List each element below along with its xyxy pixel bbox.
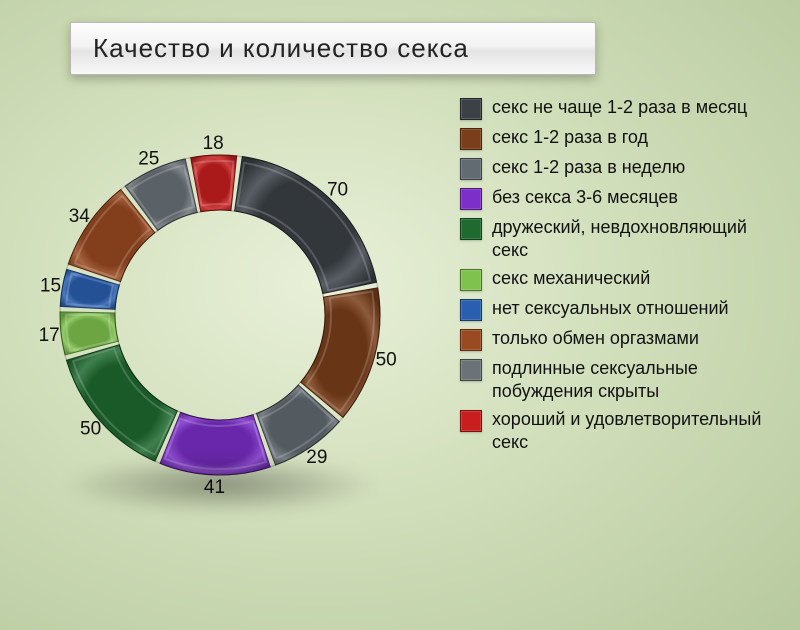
chart-shadow bbox=[60, 455, 380, 515]
slice-value-label: 15 bbox=[40, 276, 61, 297]
page: Качество и количество секса 705029415017… bbox=[0, 0, 800, 630]
legend-item: только обмен оргазмами bbox=[460, 327, 780, 351]
legend-label: без секса 3-6 месяцев bbox=[492, 186, 780, 209]
legend-item: секс 1-2 раза в неделю bbox=[460, 156, 780, 180]
slice-value-label: 50 bbox=[80, 418, 101, 439]
legend-swatch bbox=[460, 299, 482, 321]
legend-item: дружеский, невдохновляющий секс bbox=[460, 216, 780, 261]
slice-value-label: 18 bbox=[203, 133, 224, 154]
legend-label: дружеский, невдохновляющий секс bbox=[492, 216, 780, 261]
slice-value-label: 34 bbox=[69, 206, 91, 227]
legend-item: секс 1-2 раза в год bbox=[460, 126, 780, 150]
slice-value-label: 17 bbox=[39, 325, 60, 346]
legend-swatch bbox=[460, 269, 482, 291]
legend-item: подлинные сексуальные побуждения скрыты bbox=[460, 357, 780, 402]
legend-label: секс не чаще 1-2 раза в месяц bbox=[492, 96, 780, 119]
legend-swatch bbox=[460, 158, 482, 180]
slice-value-label: 50 bbox=[376, 350, 397, 371]
legend: секс не чаще 1-2 раза в месяц секс 1-2 ра… bbox=[460, 96, 780, 459]
legend-swatch bbox=[460, 188, 482, 210]
legend-swatch bbox=[460, 98, 482, 120]
legend-item: секс не чаще 1-2 раза в месяц bbox=[460, 96, 780, 120]
legend-label: подлинные сексуальные побуждения скрыты bbox=[492, 357, 780, 402]
legend-swatch bbox=[460, 218, 482, 240]
legend-label: хороший и удовлетворительный секс bbox=[492, 408, 780, 453]
legend-item: без секса 3-6 месяцев bbox=[460, 186, 780, 210]
legend-item: хороший и удовлетворительный секс bbox=[460, 408, 780, 453]
slice-value-label: 70 bbox=[327, 179, 348, 200]
legend-label: только обмен оргазмами bbox=[492, 327, 780, 350]
legend-item: секс механический bbox=[460, 267, 780, 291]
donut-chart: 70502941501715342518 bbox=[20, 115, 420, 515]
chart-title: Качество и количество секса bbox=[70, 22, 596, 75]
legend-swatch bbox=[460, 329, 482, 351]
donut-slice bbox=[235, 157, 377, 294]
legend-item: нет сексуальных отношений bbox=[460, 297, 780, 321]
legend-label: секс механический bbox=[492, 267, 780, 290]
legend-swatch bbox=[460, 359, 482, 381]
legend-label: секс 1-2 раза в год bbox=[492, 126, 780, 149]
legend-label: нет сексуальных отношений bbox=[492, 297, 780, 320]
legend-swatch bbox=[460, 410, 482, 432]
legend-swatch bbox=[460, 128, 482, 150]
legend-label: секс 1-2 раза в неделю bbox=[492, 156, 780, 179]
slice-value-label: 25 bbox=[138, 148, 159, 169]
